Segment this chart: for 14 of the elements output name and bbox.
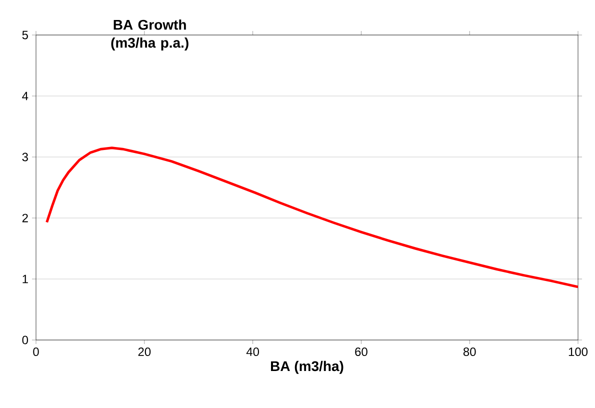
x-tick-label: 60 [355, 348, 368, 356]
x-tick-label: 40 [246, 348, 260, 356]
y-tick-label: 1 [22, 274, 28, 284]
x-axis-title: BA (m3/ha) [270, 360, 344, 374]
y-tick-label: 4 [22, 92, 28, 100]
x-tick-label: 20 [138, 348, 151, 356]
y-tick-label: 5 [22, 30, 28, 40]
y-tick-label: 0 [22, 336, 28, 344]
y-axis-title: BA Growth (m3/ha p.a.) [111, 19, 188, 51]
x-tick-label: 0 [33, 348, 39, 356]
x-tick-label: 80 [463, 348, 476, 356]
y-tick-label: 2 [22, 214, 28, 222]
x-tick-label: 100 [568, 348, 588, 356]
y-tick-label: 3 [22, 152, 28, 162]
